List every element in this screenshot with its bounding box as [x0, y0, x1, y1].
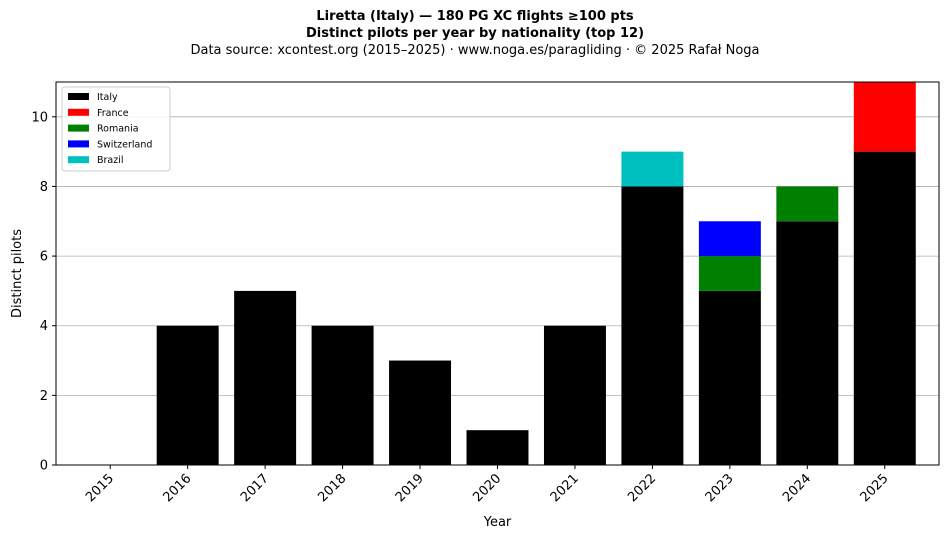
- bar-segment: [853, 82, 916, 152]
- x-tick-label: 2018: [315, 471, 349, 505]
- legend-label: France: [97, 108, 129, 119]
- x-tick-label: 2023: [703, 471, 737, 505]
- bar-segment: [776, 221, 839, 465]
- x-tick-label: 2021: [548, 471, 582, 505]
- x-axis-label: Year: [483, 515, 512, 530]
- bar-segment: [389, 360, 452, 465]
- y-tick-label: 8: [40, 180, 48, 195]
- legend-box: [61, 86, 171, 172]
- x-tick-label: 2015: [83, 471, 117, 505]
- bar-segment: [698, 290, 761, 465]
- bar-segment: [698, 256, 761, 291]
- bar-segment: [776, 186, 839, 222]
- legend-swatch: [68, 93, 89, 100]
- bar-segment: [543, 325, 606, 465]
- bar-segment: [156, 325, 219, 465]
- x-tick-label: 2017: [238, 471, 272, 505]
- x-tick-label: 2019: [393, 471, 427, 505]
- chart-subtitle: Distinct pilots per year by nationality …: [305, 26, 645, 41]
- x-tick-label: 2024: [780, 471, 814, 505]
- bar-segment: [466, 430, 529, 465]
- legend-label: Italy: [97, 92, 118, 103]
- y-tick-label: 4: [40, 319, 48, 334]
- x-tick-label: 2022: [625, 471, 659, 505]
- chart-title-block: Liretta (Italy) — 180 PG XC flights ≥100…: [0, 8, 950, 59]
- x-tick-label: 2020: [470, 471, 504, 505]
- y-tick-label: 0: [40, 459, 48, 474]
- y-axis-label: Distinct pilots: [10, 229, 25, 318]
- x-tick-label: 2025: [858, 471, 892, 505]
- y-tick-label: 10: [31, 110, 48, 125]
- y-tick-label: 2: [40, 389, 48, 404]
- bar-segment: [621, 186, 684, 466]
- legend-label: Switzerland: [97, 139, 152, 150]
- bar-segment: [853, 151, 916, 466]
- bar-segment: [698, 221, 761, 257]
- x-tick-label: 2016: [160, 471, 194, 505]
- bars: [156, 82, 916, 466]
- y-tick-label: 6: [40, 250, 48, 265]
- bar-segment: [234, 290, 297, 465]
- legend-swatch: [68, 156, 89, 164]
- legend-swatch: [68, 140, 89, 148]
- chart-title: Liretta (Italy) — 180 PG XC flights ≥100…: [316, 9, 634, 24]
- legend-swatch: [68, 108, 89, 116]
- chart-source: Data source: xcontest.org (2015–2025) · …: [190, 43, 760, 58]
- bar-segment: [311, 325, 374, 465]
- bar-segment: [621, 151, 684, 187]
- legend-label: Brazil: [97, 155, 124, 166]
- legend-swatch: [68, 124, 89, 132]
- legend-label: Romania: [97, 124, 139, 135]
- legend: Italy France Romania Switzerland Brazil: [61, 86, 171, 172]
